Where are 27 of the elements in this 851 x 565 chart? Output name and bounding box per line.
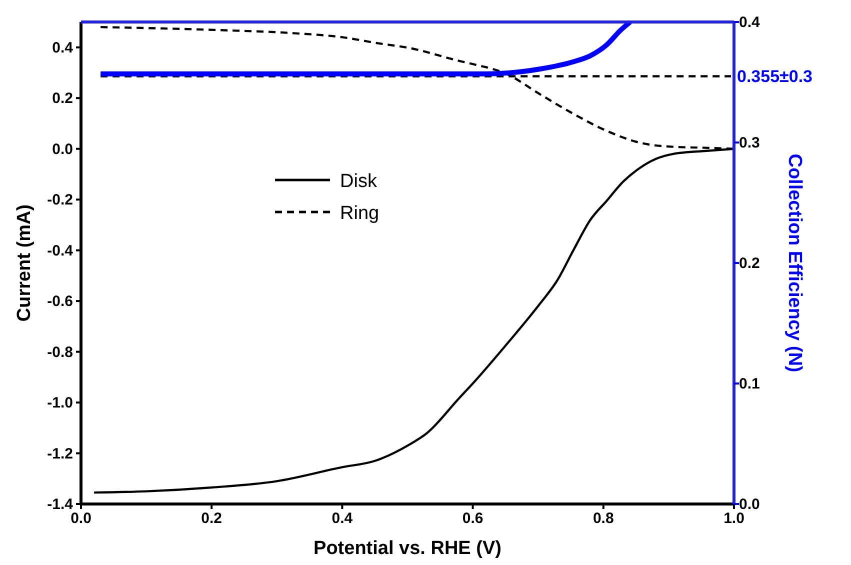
- y-tick-label: 0.4: [52, 39, 74, 56]
- x-tick-label: 0.8: [592, 510, 614, 527]
- y2-tick-label: 0.3: [739, 134, 760, 152]
- y-tick-label: -1.2: [47, 445, 73, 462]
- x-tick-label: 0.4: [332, 510, 354, 527]
- y2-axis-title: Collection Efficiency (N): [784, 154, 805, 372]
- y-tick-label: -0.8: [47, 344, 73, 361]
- legend-label: Disk: [340, 171, 378, 192]
- y-tick-label: -0.6: [47, 293, 73, 310]
- y-tick-label: -1.0: [47, 394, 73, 412]
- x-tick-label: 0.2: [201, 510, 222, 527]
- y-tick-label: -0.4: [47, 242, 74, 260]
- y-axis-title: Current (mA): [14, 204, 35, 322]
- x-axis-title: Potential vs. RHE (V): [314, 538, 502, 559]
- y-tick-label: 0.0: [52, 140, 73, 158]
- y2-tick-label: 0.0: [739, 496, 760, 513]
- x-tick-label: 0.0: [70, 510, 92, 527]
- y2-tick-label: 0.2: [739, 255, 760, 272]
- x-tick-label: 1.0: [724, 510, 744, 527]
- y-tick-label: 0.2: [52, 90, 73, 108]
- x-tick-label: 0.6: [462, 510, 484, 527]
- y-tick-label: -0.2: [47, 192, 73, 209]
- y-tick-label: -1.4: [47, 496, 74, 513]
- ref-line-label: 0.355±0.3: [737, 67, 813, 86]
- legend-label: Ring: [340, 203, 380, 224]
- y2-tick-label: 0.4: [739, 14, 761, 31]
- y2-tick-label: 0.1: [739, 376, 760, 392]
